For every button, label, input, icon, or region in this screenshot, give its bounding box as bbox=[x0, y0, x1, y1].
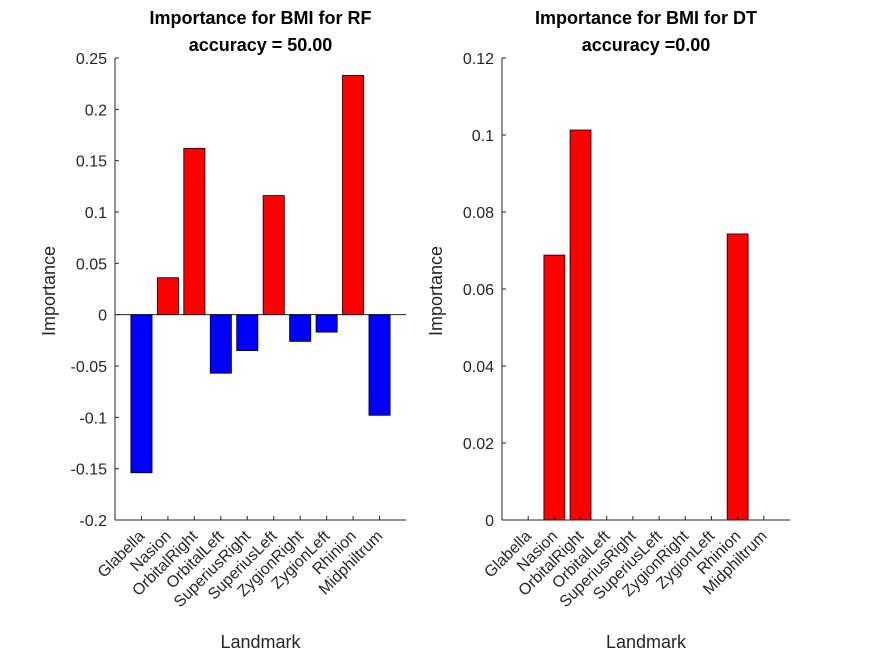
bar-midphiltrum bbox=[368, 314, 391, 416]
y-tick-label: 0.1 bbox=[85, 205, 107, 222]
y-tick-label: 0.05 bbox=[76, 256, 107, 273]
bar-orbitalright bbox=[569, 129, 592, 521]
y-tick-label: 0.02 bbox=[463, 436, 494, 453]
y-axis-label: Importance bbox=[426, 246, 446, 336]
bar-rhinion bbox=[342, 75, 365, 316]
y-tick-label: 0.25 bbox=[76, 51, 107, 68]
y-axis-label: Importance bbox=[39, 246, 59, 336]
bar-zygionright bbox=[289, 314, 312, 342]
bar-rhinion bbox=[726, 233, 749, 521]
bar-orbitalright bbox=[183, 147, 206, 316]
y-tick-label: 0 bbox=[485, 513, 494, 530]
y-tick-label: -0.2 bbox=[79, 513, 107, 530]
bar-nasion bbox=[543, 254, 566, 521]
chart-title-line-2: accuracy =0.00 bbox=[582, 35, 711, 55]
bar-glabella bbox=[130, 314, 153, 474]
bar-superiusright bbox=[236, 314, 259, 351]
chart-title-line-2: accuracy = 50.00 bbox=[189, 35, 333, 55]
y-tick-label: 0.06 bbox=[463, 282, 494, 299]
y-tick-label: -0.15 bbox=[71, 462, 108, 479]
bar-superiusleft bbox=[262, 195, 285, 316]
y-tick-label: 0.15 bbox=[76, 154, 107, 171]
y-tick-label: 0.04 bbox=[463, 359, 494, 376]
chart-2: 00.020.040.060.080.10.12GlabellaNasionOr… bbox=[426, 8, 790, 652]
y-tick-label: 0.2 bbox=[85, 102, 107, 119]
y-tick-label: 0.1 bbox=[472, 128, 494, 145]
y-tick-label: 0.12 bbox=[463, 51, 494, 68]
chart-title-line-1: Importance for BMI for RF bbox=[149, 8, 371, 28]
chart-1: -0.2-0.15-0.1-0.0500.050.10.150.20.25Gla… bbox=[39, 8, 406, 652]
x-axis-label: Landmark bbox=[606, 632, 687, 652]
bar-zygionleft bbox=[315, 314, 338, 333]
chart-title-line-1: Importance for BMI for DT bbox=[535, 8, 757, 28]
bar-nasion bbox=[156, 277, 179, 316]
bar-orbitalleft bbox=[209, 314, 232, 374]
y-tick-label: -0.1 bbox=[79, 410, 107, 427]
y-tick-label: 0.08 bbox=[463, 205, 494, 222]
y-tick-label: 0 bbox=[98, 308, 107, 325]
x-axis-label: Landmark bbox=[220, 632, 301, 652]
y-tick-label: -0.05 bbox=[71, 359, 108, 376]
